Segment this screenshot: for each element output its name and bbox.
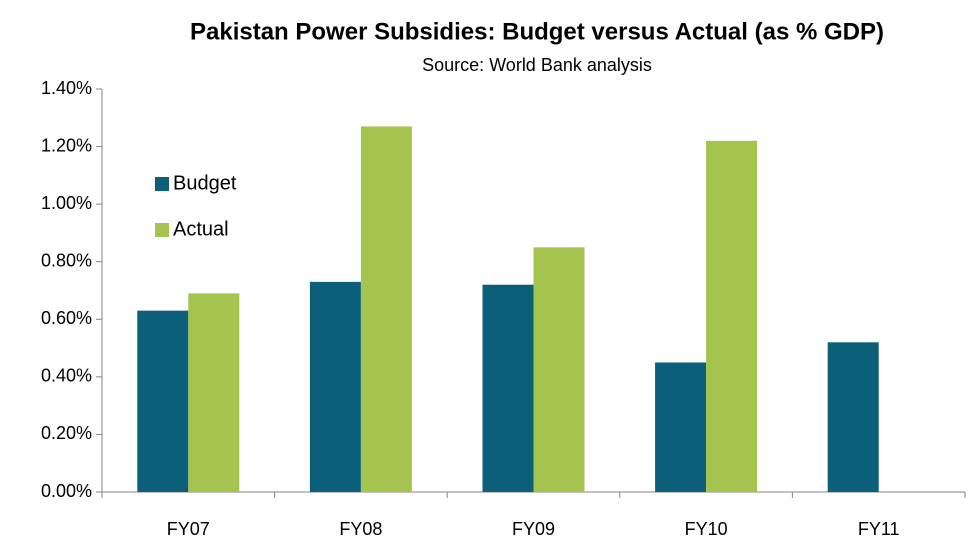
y-tick-label: 1.20% xyxy=(41,135,92,155)
legend-label: Actual xyxy=(173,218,229,240)
x-tick-label: FY08 xyxy=(339,519,382,539)
bar xyxy=(137,310,189,492)
y-tick-label: 0.60% xyxy=(41,308,92,328)
chart-title: Pakistan Power Subsidies: Budget versus … xyxy=(190,18,884,45)
y-tick-label: 0.00% xyxy=(41,481,92,501)
chart-subtitle: Source: World Bank analysis xyxy=(422,55,652,75)
bar xyxy=(188,293,240,492)
bar xyxy=(706,140,758,493)
bar xyxy=(309,281,361,492)
x-tick-label: FY07 xyxy=(167,519,210,539)
y-tick-label: 1.00% xyxy=(41,193,92,213)
bar xyxy=(360,126,412,493)
x-tick-label: FY11 xyxy=(858,519,900,539)
bar xyxy=(482,284,534,492)
bar xyxy=(655,362,707,492)
y-tick-label: 0.20% xyxy=(41,423,92,443)
y-tick-label: 0.40% xyxy=(41,366,92,386)
y-tick-label: 1.40% xyxy=(41,78,92,98)
legend-label: Budget xyxy=(173,172,237,194)
legend-swatch xyxy=(155,223,169,237)
y-tick-label: 0.80% xyxy=(41,250,92,270)
bar xyxy=(533,247,585,492)
bar xyxy=(827,342,879,492)
x-tick-label: FY09 xyxy=(512,519,555,539)
x-tick-label: FY10 xyxy=(685,519,728,539)
legend-swatch xyxy=(155,177,169,191)
